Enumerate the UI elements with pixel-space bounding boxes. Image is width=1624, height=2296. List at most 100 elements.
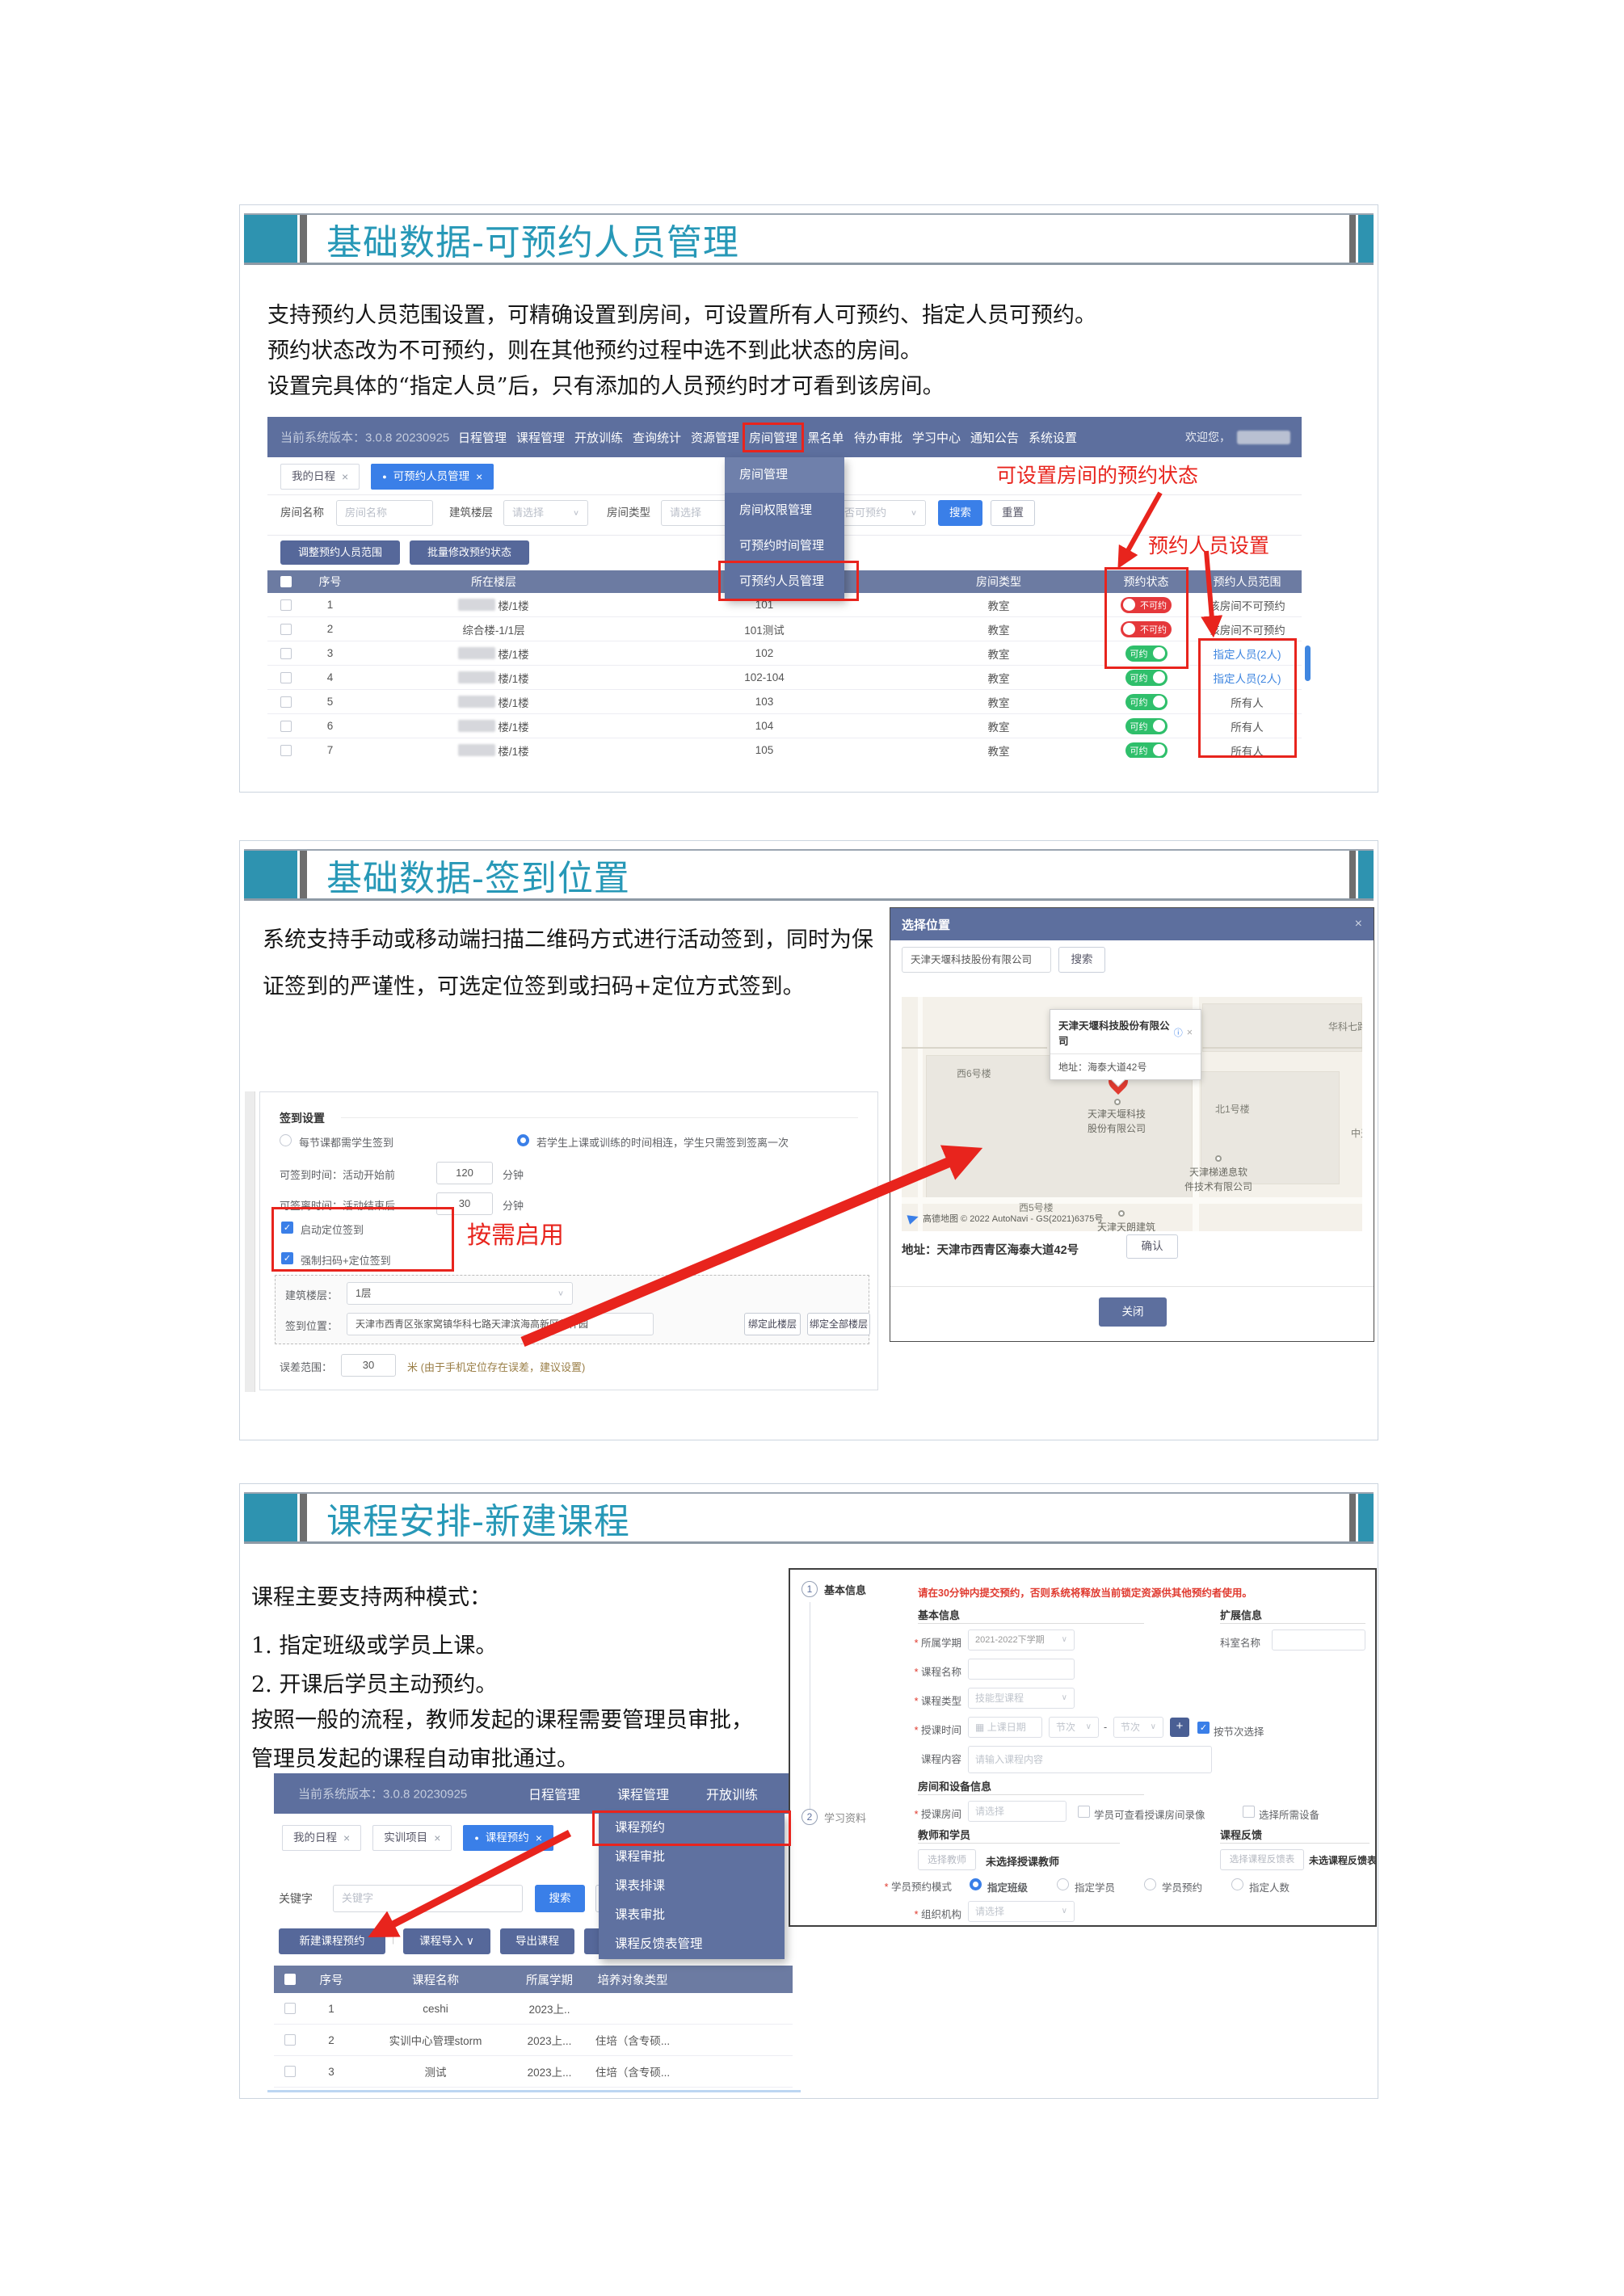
period-start-select[interactable]: 节次 ∨ — [1049, 1717, 1099, 1738]
dropdown-item-room[interactable]: 房间管理 — [725, 457, 844, 493]
radio-once-selected[interactable] — [517, 1134, 529, 1146]
adjust-people-range-button[interactable]: 调整预约人员范围 — [280, 540, 400, 565]
nav-item-course[interactable]: 课程管理 — [516, 431, 566, 445]
nav-item-room-management[interactable]: 房间管理 — [743, 422, 804, 452]
select-device-checkbox[interactable] — [1243, 1806, 1255, 1818]
course-name-input[interactable] — [968, 1659, 1075, 1680]
status-toggle-on[interactable]: 可约 — [1125, 717, 1168, 734]
map-search-button[interactable]: 搜索 — [1058, 947, 1105, 973]
nav-item-blacklist[interactable]: 黑名单 — [807, 431, 844, 445]
mode-radio-selfbook[interactable] — [1144, 1878, 1156, 1890]
semester-select[interactable]: 2021-2022下学期 ∨ — [968, 1629, 1075, 1651]
tab-course-booking[interactable]: ● 课程预约 × — [463, 1825, 553, 1851]
nav-item-course[interactable]: 课程管理 — [617, 1789, 670, 1802]
mode-radio-headcount[interactable] — [1231, 1878, 1243, 1890]
nav-item-statistics[interactable]: 查询统计 — [633, 431, 682, 445]
checkbox-scan-location[interactable]: ✓ — [281, 1252, 293, 1264]
row-checkbox[interactable] — [284, 2066, 296, 2077]
dropdown-item-room-permission[interactable]: 房间权限管理 — [739, 503, 813, 517]
dropdown-item-feedback-management[interactable]: 课程反馈表管理 — [615, 1937, 703, 1951]
nav-item-schedule[interactable]: 日程管理 — [458, 431, 507, 445]
nav-item-schedule[interactable]: 日程管理 — [528, 1789, 581, 1802]
status-toggle-on[interactable]: 可约 — [1125, 742, 1168, 758]
bind-all-floors-button[interactable]: 绑定全部楼层 — [807, 1313, 870, 1335]
dropdown-item-timetable[interactable]: 课表排课 — [615, 1879, 666, 1893]
nav-item-settings[interactable]: 系统设置 — [1029, 431, 1078, 445]
row-checkbox[interactable] — [284, 2034, 296, 2046]
new-course-booking-button[interactable]: 新建课程预约 — [279, 1928, 385, 1954]
status-toggle-on[interactable]: 可约 — [1125, 669, 1168, 686]
filter-building-select[interactable]: 请选择 ∨ — [503, 500, 588, 526]
tab-bookable-people[interactable]: ● 可预约人员管理 × — [371, 464, 494, 490]
batch-modify-status-button[interactable]: 批量修改预约状态 — [410, 540, 529, 565]
signin-minutes-input[interactable]: 120 — [436, 1162, 493, 1184]
building-floor-select[interactable]: 1层 ∨ — [347, 1282, 573, 1305]
row-checkbox[interactable] — [280, 623, 292, 635]
nav-item-learning-center[interactable]: 学习中心 — [912, 431, 961, 445]
scrollbar-thumb[interactable] — [1305, 645, 1311, 681]
view-recording-checkbox[interactable] — [1078, 1806, 1090, 1818]
row-checkbox[interactable] — [280, 720, 292, 732]
course-import-button[interactable]: 课程导入 ∨ — [403, 1928, 490, 1954]
checkin-location-input[interactable]: 天津市西青区张家窝镇华科七路天津滨海高新区软件园 — [347, 1313, 654, 1335]
row-checkbox[interactable] — [280, 696, 292, 708]
mode-radio-student[interactable] — [1057, 1878, 1069, 1890]
popup-close-icon[interactable]: × — [1186, 1027, 1193, 1038]
row-checkbox[interactable] — [280, 671, 292, 683]
scope-link[interactable]: 指定人员(2人) — [1213, 648, 1281, 661]
dropdown-item-bookable-people[interactable]: 可预约人员管理 — [718, 561, 859, 601]
select-all-checkbox[interactable] — [280, 576, 292, 587]
status-toggle-off[interactable]: 不可约 — [1121, 596, 1172, 613]
tab-close-icon[interactable]: × — [434, 1831, 441, 1844]
status-toggle-off[interactable]: 不可约 — [1121, 620, 1172, 637]
bind-this-floor-button[interactable]: 绑定此楼层 — [744, 1313, 801, 1335]
by-period-checkbox[interactable]: ✓ — [1197, 1722, 1210, 1734]
search-button[interactable]: 搜索 — [938, 500, 982, 526]
mode-radio-class[interactable] — [970, 1878, 982, 1890]
dropdown-item-course-booking[interactable]: 课程预约 — [592, 1810, 791, 1846]
radio-every-class[interactable] — [280, 1134, 292, 1146]
filter-room-name-input[interactable]: 房间名称 — [336, 500, 433, 526]
error-range-input[interactable]: 30 — [341, 1354, 396, 1377]
select-all-checkbox[interactable] — [284, 1974, 296, 1985]
tab-close-icon[interactable]: × — [342, 470, 349, 483]
dropdown-item-timetable-approval[interactable]: 课表审批 — [615, 1908, 666, 1922]
close-icon[interactable]: × — [1354, 917, 1362, 931]
class-date-input[interactable]: ▦ 上课日期 — [968, 1717, 1042, 1738]
nav-item-notices[interactable]: 通知公告 — [970, 431, 1020, 445]
tab-close-icon[interactable]: × — [476, 470, 483, 483]
reset-button[interactable]: 重置 — [991, 500, 1035, 526]
location-search-input[interactable]: 天津天堰科技股份有限公司 — [902, 947, 1051, 973]
search-button[interactable]: 搜索 — [535, 1885, 585, 1912]
dropdown-item-bookable-time[interactable]: 可预约时间管理 — [739, 539, 825, 553]
add-time-button[interactable]: + — [1170, 1718, 1189, 1737]
dropdown-item-course-approval[interactable]: 课程审批 — [615, 1850, 666, 1864]
nav-item-approvals[interactable]: 待办审批 — [854, 431, 903, 445]
tab-my-schedule[interactable]: 我的日程 × — [280, 464, 360, 490]
scope-link[interactable]: 指定人员(2人) — [1213, 672, 1281, 685]
tab-training-project[interactable]: 实训项目 × — [372, 1825, 452, 1851]
confirm-button[interactable]: 确认 — [1126, 1234, 1178, 1259]
row-checkbox[interactable] — [280, 744, 292, 756]
status-toggle-on[interactable]: 可约 — [1125, 645, 1168, 662]
tab-close-icon[interactable]: × — [535, 1831, 542, 1844]
period-end-select[interactable]: 节次 ∨ — [1113, 1717, 1163, 1738]
tab-my-schedule[interactable]: 我的日程 × — [282, 1825, 362, 1851]
organization-select[interactable]: 请选择 ∨ — [968, 1901, 1075, 1922]
signout-minutes-input[interactable]: 30 — [436, 1192, 493, 1215]
row-checkbox[interactable] — [280, 599, 292, 611]
nav-item-open-training[interactable]: 开放训练 — [574, 431, 624, 445]
tab-close-icon[interactable]: × — [343, 1831, 351, 1844]
course-type-select[interactable]: 技能型课程 ∨ — [968, 1688, 1075, 1709]
status-toggle-on[interactable]: 可约 — [1125, 693, 1168, 710]
checkbox-location-checkin[interactable]: ✓ — [281, 1222, 293, 1234]
row-checkbox[interactable] — [284, 2003, 296, 2014]
pick-teacher-button[interactable]: 选择教师 — [918, 1849, 976, 1870]
row-checkbox[interactable] — [280, 647, 292, 659]
export-course-button[interactable]: 导出课程 — [500, 1928, 574, 1954]
info-icon[interactable]: ⓘ — [1173, 1028, 1183, 1038]
course-content-textarea[interactable]: 请输入课程内容 — [968, 1746, 1212, 1773]
nav-item-open-training[interactable]: 开放训练 — [706, 1789, 759, 1802]
nav-item-resources[interactable]: 资源管理 — [691, 431, 740, 445]
close-button[interactable]: 关闭 — [1099, 1297, 1167, 1327]
